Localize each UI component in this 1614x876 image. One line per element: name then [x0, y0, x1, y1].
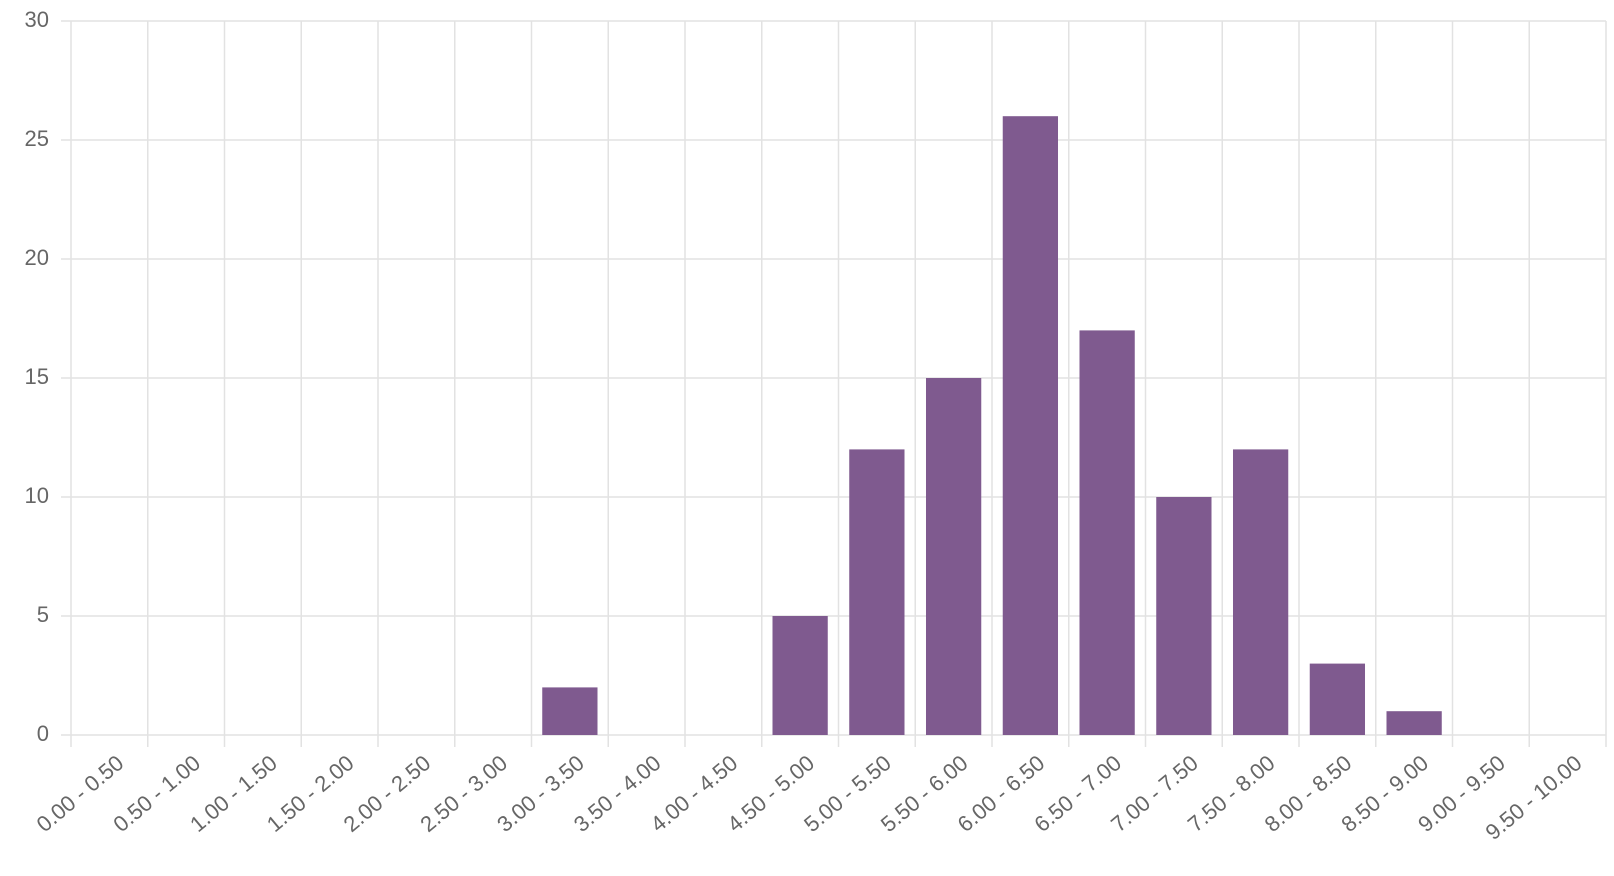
bar: [542, 687, 598, 735]
bar: [1002, 116, 1059, 735]
y-tick-label: 20: [25, 245, 49, 270]
bar: [925, 378, 982, 735]
y-tick-label: 10: [25, 483, 49, 508]
bar: [849, 449, 905, 735]
y-tick-label: 15: [25, 364, 49, 389]
y-tick-label: 30: [25, 7, 49, 32]
y-tick-label: 0: [37, 721, 49, 746]
y-tick-label: 5: [37, 602, 49, 627]
bar: [772, 616, 828, 735]
bar: [1079, 330, 1135, 735]
bar: [1386, 711, 1442, 735]
bar: [1309, 663, 1366, 735]
bar: [1156, 497, 1212, 735]
bar: [1232, 449, 1289, 735]
y-tick-label: 25: [25, 126, 49, 151]
